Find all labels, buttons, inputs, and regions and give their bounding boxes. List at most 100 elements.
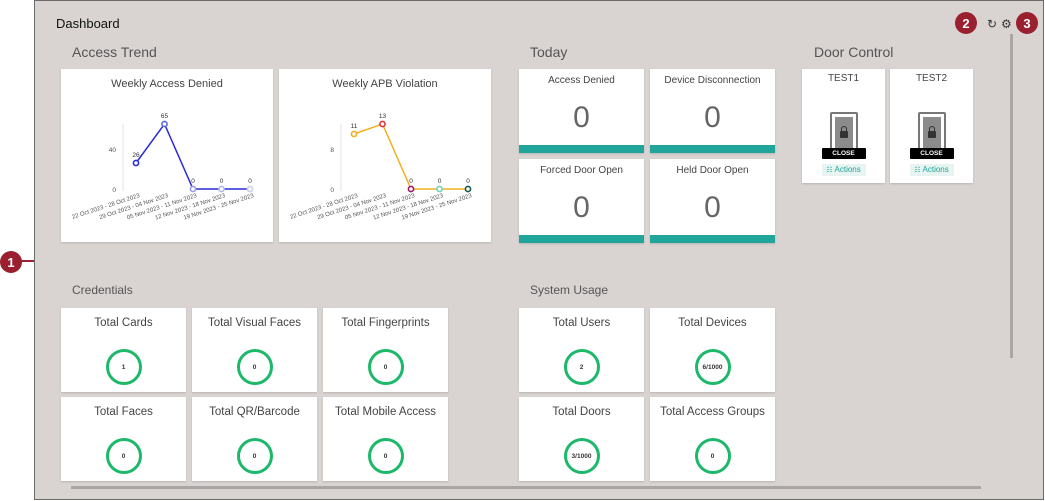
total-qr-barcode-card[interactable]: Total QR/Barcode 0 (192, 397, 317, 481)
sliders-icon: ☷ (914, 167, 921, 174)
weekly-access-denied-chart: Weekly Access Denied 40 0 26 65 0 0 0 22 Oct 20… (61, 69, 273, 242)
door-status-badge: CLOSE (821, 148, 866, 159)
horizontal-scrollbar[interactable] (71, 486, 981, 489)
access-trend-title: Access Trend (72, 44, 157, 60)
chart-title: Weekly Access Denied (111, 78, 223, 90)
refresh-icon[interactable]: ↻ (987, 17, 998, 31)
lock-icon (839, 126, 848, 138)
weekly-apb-violation-chart: Weekly APB Violation 8 0 11 13 0 0 0 22 Oct 202… (279, 69, 491, 242)
vertical-scrollbar[interactable] (1010, 34, 1013, 358)
card-label: Forced Door Open (540, 165, 623, 176)
door-actions-button[interactable]: ☷ Actions (821, 164, 866, 176)
card-value: 0 (704, 191, 721, 224)
sliders-icon: ☷ (826, 167, 833, 174)
data-point (218, 185, 225, 193)
data-point (189, 185, 197, 193)
door-card-test1[interactable]: TEST1 CLOSE ☷ Actions (802, 69, 885, 183)
door-status-badge: CLOSE (909, 148, 954, 159)
total-cards-card[interactable]: Total Cards 1 (61, 308, 186, 392)
data-label: 0 (248, 178, 252, 185)
actions-label: Actions (834, 165, 861, 174)
total-fingerprints-card[interactable]: Total Fingerprints 0 (323, 308, 448, 392)
data-label: 13 (379, 113, 387, 120)
data-point (407, 185, 415, 193)
card-label: Total Faces (94, 406, 153, 418)
callout-1: 1 (0, 251, 22, 273)
card-accent-bar (650, 145, 775, 153)
dashboard-panel: Dashboard ↻ ⚙ Access Trend Weekly Access… (34, 0, 1044, 500)
y-tick-label: 8 (330, 147, 334, 154)
card-value: 0 (573, 191, 590, 224)
today-access-denied-card[interactable]: Access Denied 0 (519, 69, 644, 153)
lock-icon (927, 126, 936, 138)
card-accent-bar (650, 235, 775, 243)
today-forced-door-open-card[interactable]: Forced Door Open 0 (519, 159, 644, 243)
data-point (379, 120, 386, 128)
total-access-groups-card[interactable]: Total Access Groups 0 (650, 397, 775, 481)
card-value: 0 (573, 101, 590, 134)
card-label: Total Cards (94, 317, 153, 329)
card-accent-bar (519, 235, 644, 243)
today-title: Today (530, 44, 568, 60)
callout-3: 3 (1016, 12, 1038, 34)
data-label: 65 (161, 113, 169, 120)
chart-title: Weekly APB Violation (332, 78, 438, 90)
door-control-title: Door Control (814, 44, 894, 60)
data-label: 0 (438, 178, 442, 185)
y-tick-label: 0 (330, 187, 334, 194)
today-held-door-open-card[interactable]: Held Door Open 0 (650, 159, 775, 243)
card-label: Device Disconnection (664, 75, 761, 86)
data-label: 0 (409, 178, 413, 185)
system-usage-title: System Usage (530, 283, 609, 297)
card-label: Total Visual Faces (207, 317, 302, 329)
data-point (436, 185, 443, 193)
card-label: Total Devices (678, 317, 747, 329)
card-label: Total QR/Barcode (209, 406, 300, 418)
page-title: Dashboard (56, 16, 120, 31)
data-label: 26 (132, 152, 140, 159)
settings-gear-icon[interactable]: ⚙ (1001, 17, 1012, 31)
card-value: 0 (704, 101, 721, 134)
card-label: Access Denied (548, 75, 615, 86)
data-point (350, 130, 358, 138)
card-label: Total Fingerprints (341, 317, 430, 329)
total-visual-faces-card[interactable]: Total Visual Faces 0 (192, 308, 317, 392)
data-label: 11 (351, 123, 358, 130)
door-name: TEST2 (915, 73, 948, 84)
count-ring: 0 (367, 438, 404, 474)
total-users-card[interactable]: Total Users 2 (519, 308, 644, 392)
callout-1-leader (20, 260, 45, 262)
card-label: Held Door Open (676, 165, 749, 176)
data-point (246, 185, 254, 193)
count-ring: 0 (367, 349, 404, 385)
actions-label: Actions (922, 165, 949, 174)
count-ring: 0 (694, 438, 731, 474)
data-point (464, 185, 472, 193)
total-doors-card[interactable]: Total Doors 3/1000 (519, 397, 644, 481)
callout-2: 2 (955, 12, 977, 34)
data-point (132, 159, 140, 167)
today-device-disconnection-card[interactable]: Device Disconnection 0 (650, 69, 775, 153)
data-label: 0 (466, 178, 470, 185)
total-mobile-access-card[interactable]: Total Mobile Access 0 (323, 397, 448, 481)
data-label: 0 (191, 178, 195, 185)
door-card-test2[interactable]: TEST2 CLOSE ☷ Actions (890, 69, 973, 183)
count-ring: 0 (236, 349, 273, 385)
door-actions-button[interactable]: ☷ Actions (909, 164, 954, 176)
count-ring: 3/1000 (563, 438, 600, 474)
card-label: Total Access Groups (660, 406, 765, 418)
y-tick-label: 0 (112, 187, 116, 194)
data-label: 0 (220, 178, 224, 185)
total-devices-card[interactable]: Total Devices 6/1000 (650, 308, 775, 392)
total-faces-card[interactable]: Total Faces 0 (61, 397, 186, 481)
count-ring: 0 (105, 438, 142, 474)
data-point (161, 120, 168, 128)
count-ring: 2 (563, 349, 600, 385)
card-label: Total Doors (552, 406, 611, 418)
credentials-title: Credentials (72, 283, 133, 297)
card-label: Total Users (552, 317, 611, 329)
card-label: Total Mobile Access (335, 406, 436, 418)
door-locked-icon (829, 112, 858, 152)
